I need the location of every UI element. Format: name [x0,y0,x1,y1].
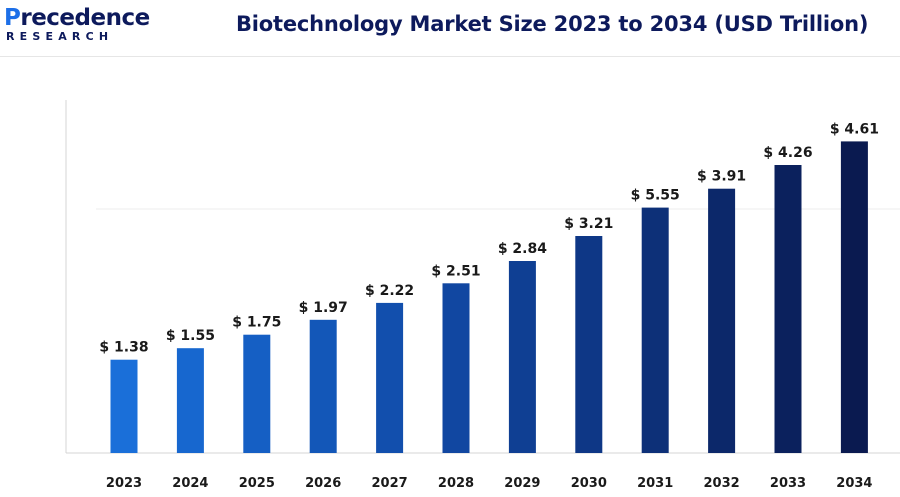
bar-value-label-2025: $ 1.75 [232,315,281,331]
chart-title: Biotechnology Market Size 2023 to 2034 (… [236,12,869,36]
bar-value-label-2027: $ 2.22 [365,283,414,299]
bars-group: $ 1.38 2023 $ 1.55 2024 $ 1.75 2025 $ 1.97 2026… [99,121,879,491]
x-tick-label-2025: 2025 [239,476,275,491]
bar-2027 [376,302,404,453]
bar-value-label-2028: $ 2.51 [431,263,480,279]
x-tick-label-2032: 2032 [704,476,740,491]
bar-value-label-2023: $ 1.38 [99,340,148,356]
bar-2025 [243,334,271,453]
bar-2024 [176,348,204,453]
bar-2034 [840,141,868,453]
logo-subtitle: RESEARCH [6,30,114,43]
x-tick-label-2026: 2026 [305,476,341,491]
bar-2030 [575,236,603,453]
bar-value-label-2029: $ 2.84 [498,241,547,257]
bar-value-label-2026: $ 1.97 [299,300,348,316]
x-tick-label-2023: 2023 [106,476,142,491]
x-tick-label-2031: 2031 [637,476,673,491]
bar-value-label-2034: $ 4.61 [830,121,879,137]
x-tick-label-2024: 2024 [172,476,208,491]
logo: Precedence RESEARCH [4,4,150,46]
logo-wordmark: Precedence [4,4,150,32]
x-tick-label-2034: 2034 [836,476,872,491]
bar-value-label-2032: $ 3.91 [697,169,746,185]
bar-2031 [641,207,669,453]
bar-value-label-2030: $ 3.21 [564,216,613,232]
bar-2023 [110,359,138,453]
x-tick-label-2028: 2028 [438,476,474,491]
logo-wordmark-rest: recedence [20,5,150,31]
bar-value-label-2033: $ 4.26 [763,145,812,161]
header-divider [0,56,900,57]
bar-2032 [708,188,736,453]
x-tick-label-2029: 2029 [504,476,540,491]
bar-value-label-2031: $ 5.55 [631,188,680,204]
bar-2026 [309,319,337,453]
bar-2029 [508,261,536,453]
bar-value-label-2024: $ 1.55 [166,328,215,344]
x-tick-label-2030: 2030 [571,476,607,491]
logo-p: P [4,5,21,31]
bar-2028 [442,283,470,453]
bar-2033 [774,165,802,453]
x-tick-label-2033: 2033 [770,476,806,491]
x-tick-label-2027: 2027 [372,476,408,491]
